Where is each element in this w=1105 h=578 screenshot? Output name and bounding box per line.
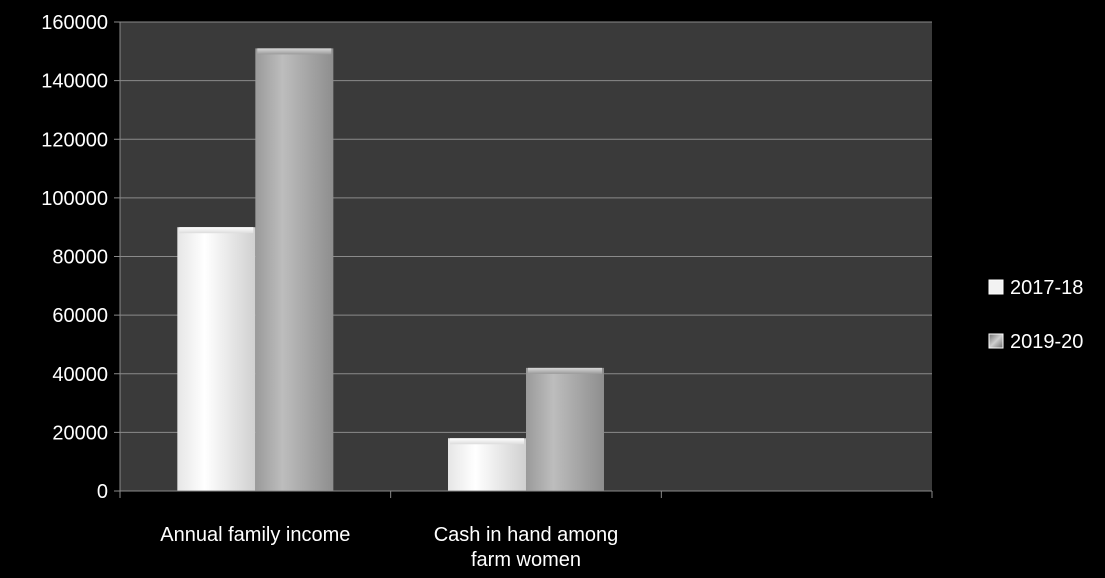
- bar: [448, 438, 526, 491]
- y-tick-label: 80000: [52, 247, 108, 269]
- bar-bevel: [450, 438, 524, 445]
- y-tick-label: 120000: [41, 129, 108, 151]
- y-tick-label: 40000: [52, 364, 108, 386]
- x-tick-label: Annual family income: [160, 524, 350, 546]
- y-tick-label: 100000: [41, 188, 108, 210]
- axes: 0 20000 40000 60000 80000 100000 120000 140000 1…: [41, 12, 933, 571]
- y-tick-label: 160000: [41, 12, 108, 34]
- x-tick-label: Cash in hand among: [434, 524, 619, 546]
- y-tick-label: 140000: [41, 71, 108, 93]
- x-tick-label: farm women: [471, 549, 581, 571]
- y-tick-label: 60000: [52, 305, 108, 327]
- legend-swatch: [988, 333, 1004, 349]
- bar-bevel: [528, 367, 602, 374]
- legend: 2017-18 2019-20: [988, 277, 1083, 353]
- bar-bevel: [257, 48, 332, 55]
- legend-swatch: [988, 279, 1004, 295]
- bar: [255, 48, 334, 491]
- bar: [177, 227, 256, 491]
- bar-bevel: [179, 227, 254, 234]
- legend-label: 2019-20: [1010, 331, 1083, 353]
- bars: [177, 48, 604, 491]
- y-tick-label: 20000: [52, 422, 108, 444]
- bar: [526, 367, 604, 491]
- y-tick-label: 0: [97, 481, 108, 503]
- legend-label: 2017-18: [1010, 277, 1083, 299]
